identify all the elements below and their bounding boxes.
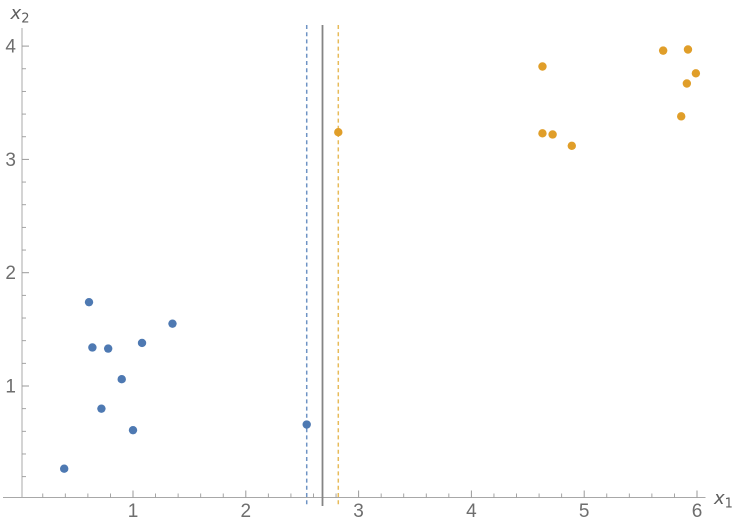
y-tick-label: 2: [5, 263, 16, 284]
class-orange-point: [682, 79, 692, 88]
class-blue-point: [302, 420, 311, 429]
class-blue-point: [103, 344, 113, 353]
y-tick-label: 3: [5, 150, 16, 171]
x-tick-label: 2: [241, 501, 252, 522]
x-tick-label: 3: [353, 501, 364, 522]
class-orange-point: [683, 45, 693, 54]
y-tick-label: 1: [5, 377, 16, 398]
x-tick-label: 4: [466, 501, 477, 522]
separator-lines-layer: [305, 25, 340, 506]
class-orange-point: [548, 130, 557, 139]
x-axis-label: x1: [713, 488, 733, 512]
class-blue-point: [88, 343, 97, 352]
class-blue-point: [84, 297, 94, 307]
class-orange-point: [691, 69, 701, 78]
data-points-layer: [59, 45, 701, 473]
tick-labels-layer: 1 2 3 4 5 6 1 2 3 4: [5, 37, 702, 522]
class-blue-point: [97, 404, 106, 413]
class-blue-point: [59, 464, 69, 473]
class-orange-point: [567, 141, 576, 151]
x-tick-label: 5: [579, 501, 590, 522]
class-blue-point: [168, 319, 177, 328]
axes-layer: [3, 28, 706, 498]
class-orange-point: [677, 112, 686, 121]
x-tick-label: 1: [128, 501, 139, 522]
class-orange-point: [538, 129, 547, 138]
class-blue-point: [128, 425, 138, 435]
y-axis-label: x2: [10, 3, 30, 27]
class-orange-point: [334, 128, 343, 137]
ticks-layer: [22, 45, 698, 498]
class-blue-point: [117, 375, 126, 384]
class-orange-point: [538, 62, 547, 71]
class-blue-point: [137, 338, 147, 348]
y-tick-label: 4: [5, 37, 16, 58]
class-orange-point: [658, 46, 668, 55]
x-tick-label: 6: [692, 501, 703, 522]
